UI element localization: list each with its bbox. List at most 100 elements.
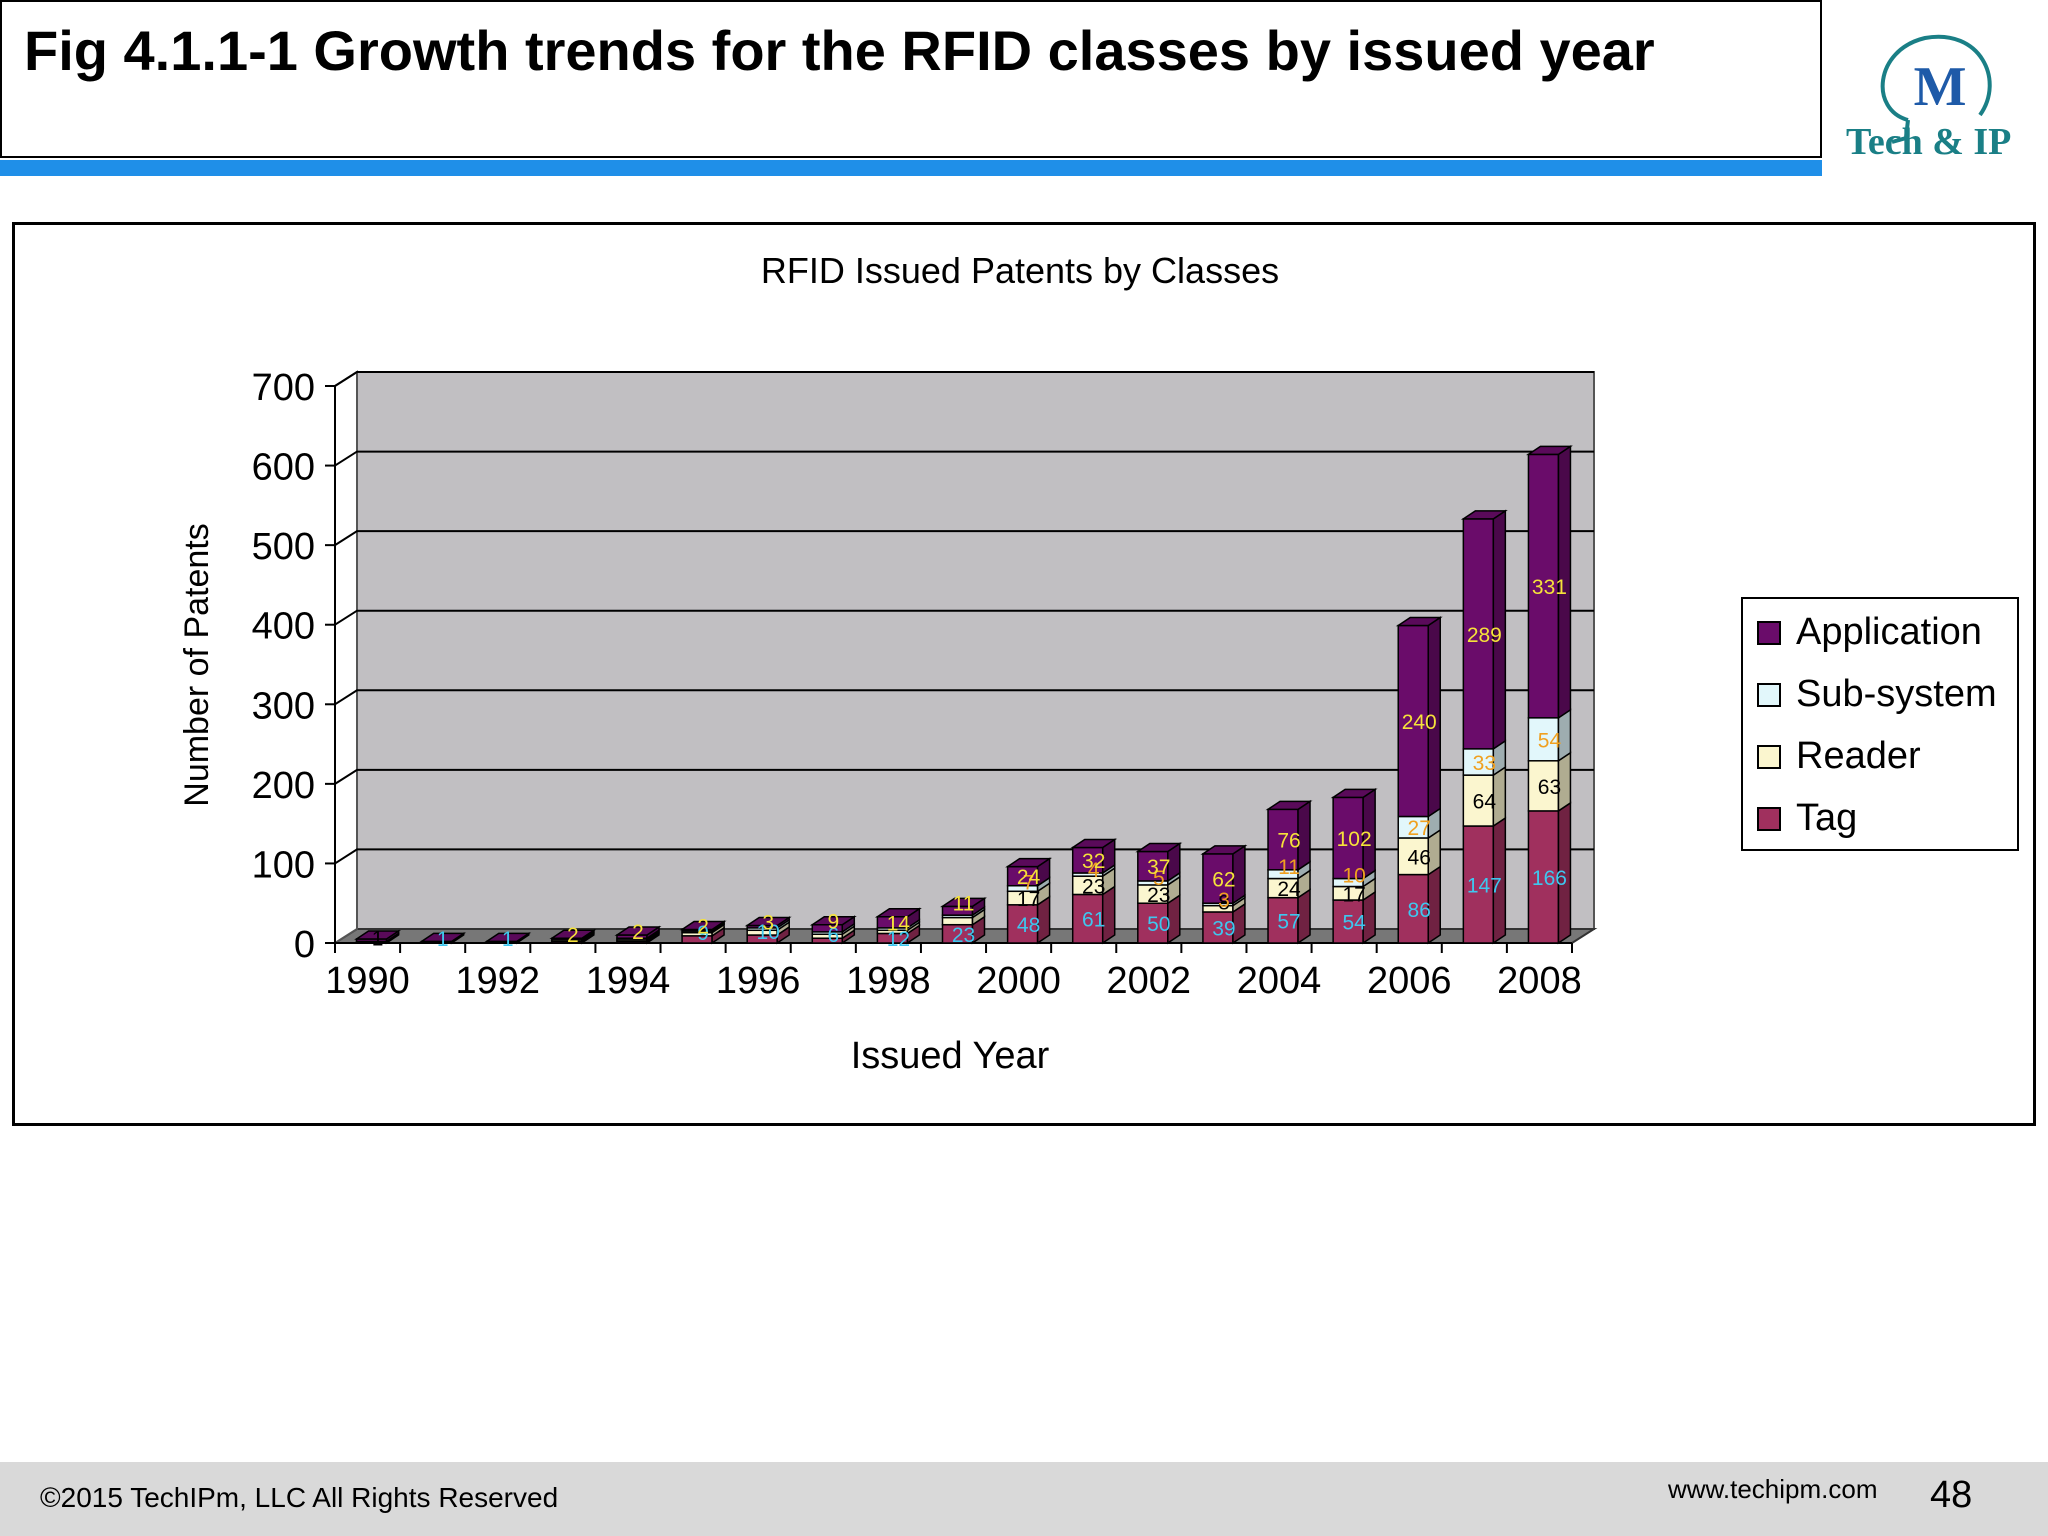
techip-logo-icon: M [1880,34,1992,144]
bar-application-2001 [1071,846,1104,874]
data-label-sub-system-2002: 5 [1153,867,1165,890]
data-label-sub-system-2004: 11 [1278,856,1300,879]
data-label-application-1994: 2 [632,921,644,944]
data-label-tag-1995: 9 [697,922,709,945]
bar-top-1997 [809,915,857,926]
data-label-sub-system-2003: 3 [1218,889,1230,912]
data-label-tag-1998: 12 [887,928,910,951]
data-label-tag-1992: 1 [502,928,514,951]
data-label-application-2001: 32 [1082,850,1105,873]
x-tick-label: 1990 [325,960,410,1002]
gridline [334,371,1594,387]
x-tick-label: 2004 [1237,960,1322,1002]
legend-label-reader: Reader [1796,735,1921,777]
x-tick-label: 2002 [1107,960,1192,1002]
bar-top-1998 [874,907,922,918]
data-label-reader-2000: 17 [1017,888,1040,911]
data-label-application-2005: 102 [1337,828,1372,851]
y-tick-label: 300 [252,685,315,727]
data-label-tag-1991: 1 [437,928,449,951]
data-label-reader-2008: 63 [1538,776,1561,799]
y-tick-label: 600 [252,447,315,489]
bar-tag-2008 [1527,810,1560,944]
data-label-reader-2001: 23 [1082,875,1105,898]
data-label-application-1993: 2 [567,924,579,947]
x-tick-label: 2008 [1497,960,1582,1002]
data-label-application-2004: 76 [1277,830,1300,853]
data-label-reader-2006: 46 [1408,846,1431,869]
bar-top-2007 [1460,510,1508,520]
legend-label-application: Application [1796,611,1982,653]
legend-swatch-application [1757,621,1781,645]
x-axis-title: Issued Year [851,1035,1050,1077]
bar-top-2000 [1005,857,1053,868]
legend-swatch-sub-system [1757,683,1781,707]
bar-top-1996 [744,916,792,927]
x-tick-label: 1996 [716,960,801,1002]
data-label-application-1998: 14 [887,912,911,935]
data-label-tag-1999: 23 [952,924,975,947]
bar-reader-2008 [1527,760,1560,812]
bar-top-2005 [1330,788,1378,799]
bar-top-2008 [1525,445,1573,456]
bar-top-1992 [484,932,532,943]
data-label-sub-system-2006: 27 [1408,817,1431,840]
slide-title-box: Fig 4.1.1-1 Growth trends for the RFID c… [0,0,1822,158]
bar-tag-2001 [1071,893,1104,944]
data-label-sub-system-2005: 10 [1342,865,1365,888]
y-tick-label: 500 [252,526,315,568]
bar-top-2002 [1135,842,1183,853]
stacked-bar-chart: RFID Issued Patents by Classes Number of… [178,250,2019,1077]
legend-box [1741,597,2019,851]
y-tick-label: 200 [252,765,315,807]
y-tick-label: 700 [252,367,315,409]
data-label-application-2006: 240 [1402,711,1437,734]
data-label-tag-2000: 48 [1017,914,1040,937]
y-tick-label: 0 [294,924,315,966]
data-label-application-1995: 2 [697,915,709,938]
data-label-tag-2001: 61 [1082,909,1105,932]
data-label-reader-2005: 17 [1342,883,1365,906]
data-label-application-1999: 11 [953,892,975,915]
data-label-application-1996: 3 [762,911,774,934]
data-label-application-2002: 37 [1147,856,1170,879]
bar-top-1990 [354,930,402,940]
bar-tag-2005 [1332,899,1364,944]
legend-label-sub-system: Sub-system [1796,673,1997,715]
legend-swatch-tag [1757,807,1781,831]
data-label-application-2007: 289 [1467,624,1502,647]
bar-top-2003 [1200,845,1248,855]
gridline [334,689,1594,706]
data-label-reader-2007: 64 [1473,791,1497,814]
slide-title: Fig 4.1.1-1 Growth trends for the RFID c… [24,19,1655,82]
data-label-application-2000: 24 [1017,866,1041,889]
gridline [334,768,1594,785]
data-label-sub-system-2001: 4 [1088,859,1100,882]
gridline [334,609,1594,626]
legend-swatch-reader [1757,745,1781,769]
bar-reader-2007 [1462,774,1495,827]
footer-bar [0,1462,2048,1536]
data-label-application-2008: 331 [1532,576,1567,599]
page-number: 48 [1930,1474,1973,1516]
data-label-tag-2005: 54 [1342,912,1366,935]
bar-top-1994 [614,926,662,936]
data-label-application-1997: 9 [827,911,839,934]
legend-label-tag: Tag [1796,797,1857,839]
y-tick-label: 100 [252,844,315,886]
bar-top-2006 [1395,616,1443,627]
data-label-reader-2004: 24 [1277,878,1301,901]
gridline [334,848,1594,865]
x-tick-label: 1992 [455,960,540,1002]
logo-mark: M [1914,56,1967,118]
chart-title: RFID Issued Patents by Classes [761,250,1279,291]
x-tick-label: 2000 [976,960,1061,1002]
bar-top-2001 [1070,838,1118,849]
data-label-tag-2003: 39 [1212,917,1235,940]
data-label-tag-2002: 50 [1147,913,1170,936]
website-link[interactable]: www.techipm.com [1668,1474,1878,1504]
data-label-reader-2002: 23 [1147,884,1170,907]
bar-sub-system-2008 [1527,717,1560,762]
logo-text: Tech & IP [1846,121,2012,163]
gridline [334,530,1594,546]
